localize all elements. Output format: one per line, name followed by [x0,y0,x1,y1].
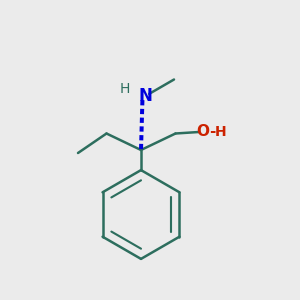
Text: H: H [215,125,226,139]
Text: -: - [209,124,216,140]
Text: O: O [196,124,209,140]
Text: H: H [120,82,130,96]
Text: N: N [139,87,152,105]
